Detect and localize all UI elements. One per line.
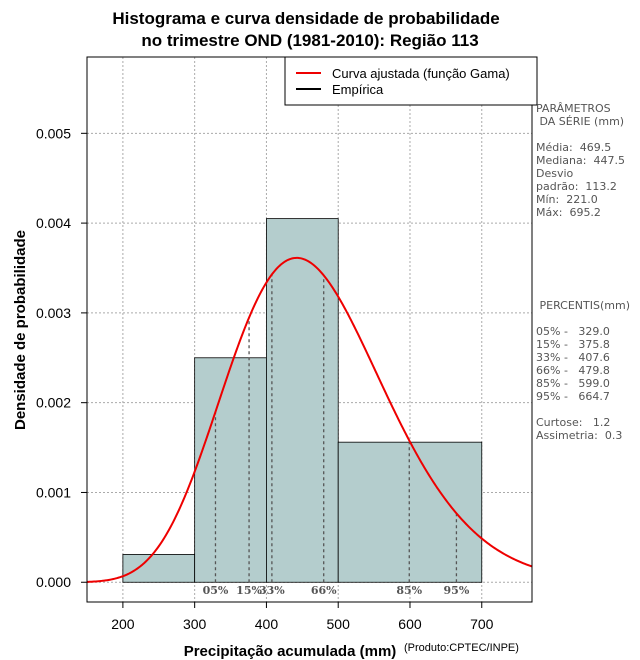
gamma-fit-curve (86, 256, 533, 583)
stat-p15: 15% - 375.8 (536, 338, 610, 351)
percentile-label-05: 05% (203, 584, 229, 597)
stat-sd-line-1: Desvio (536, 167, 574, 180)
histogram-bar-1 (122, 554, 196, 583)
x-tick-label: 300 (183, 616, 207, 632)
x-tick-label: 500 (327, 616, 351, 632)
percentile-label-85: 85% (396, 584, 422, 597)
stat-skewness: Assimetria: 0.3 (536, 429, 623, 442)
stat-p66: 66% - 479.8 (536, 364, 610, 377)
stat-p95: 95% - 664.7 (536, 390, 610, 403)
y-tick-label: 0.004 (36, 215, 71, 231)
stat-sd-line-2: padrão: 113.2 (536, 180, 617, 193)
x-tick-label: 700 (470, 616, 494, 632)
params-title-line-1: PARÂMETROS (536, 102, 611, 115)
x-tick-label: 400 (255, 616, 279, 632)
stat-p85: 85% - 599.0 (536, 377, 610, 390)
y-tick-label: 0.001 (36, 484, 71, 500)
stat-kurtosis: Curtose: 1.2 (536, 416, 611, 429)
percentile-label-66: 66% (311, 584, 337, 597)
percentis-title: PERCENTIS(mm) (536, 299, 630, 312)
stat-max: Máx: 695.2 (536, 206, 601, 219)
percentile-label-33: 33% (259, 584, 285, 597)
x-tick-label: 600 (398, 616, 422, 632)
histogram-bar-3 (266, 218, 339, 583)
legend-curve-label: Curva ajustada (função Gama) (332, 66, 510, 81)
y-axis-label: Densidade de probabilidade (12, 230, 29, 430)
stat-median: Mediana: 447.5 (536, 154, 625, 167)
y-tick-label: 0.000 (36, 574, 71, 590)
percentile-label-15: 15% (236, 584, 262, 597)
legend-box (284, 56, 538, 106)
legend-empirical-label: Empírica (332, 82, 384, 97)
product-credit: (Produto:CPTEC/INPE) (404, 642, 519, 654)
stat-p33: 33% - 407.6 (536, 351, 610, 364)
y-tick-label: 0.003 (36, 305, 71, 321)
legend: Curva ajustada (função Gama) Empírica (284, 56, 538, 106)
x-tick-label: 200 (111, 616, 135, 632)
y-tick-label: 0.005 (36, 125, 71, 141)
statistics-panel: PARÂMETROS DA SÉRIE (mm) Média: 469.5 Me… (536, 102, 640, 442)
stat-p05: 05% - 329.0 (536, 325, 610, 338)
percentile-label-95: 95% (444, 584, 470, 597)
x-axis-label: Precipitação acumulada (mm) (184, 643, 397, 660)
stat-min: Mín: 221.0 (536, 193, 598, 206)
y-tick-label: 0.002 (36, 395, 71, 411)
chart-title-line-1: Histograma e curva densidade de probabil… (112, 9, 499, 28)
histogram-bar-2 (194, 357, 267, 583)
chart-title-line-2: no trimestre OND (1981-2010): Região 113 (141, 31, 478, 50)
stat-mean: Média: 469.5 (536, 141, 612, 154)
histogram-bar-4 (337, 441, 483, 583)
params-title-line-2: DA SÉRIE (mm) (536, 115, 625, 128)
